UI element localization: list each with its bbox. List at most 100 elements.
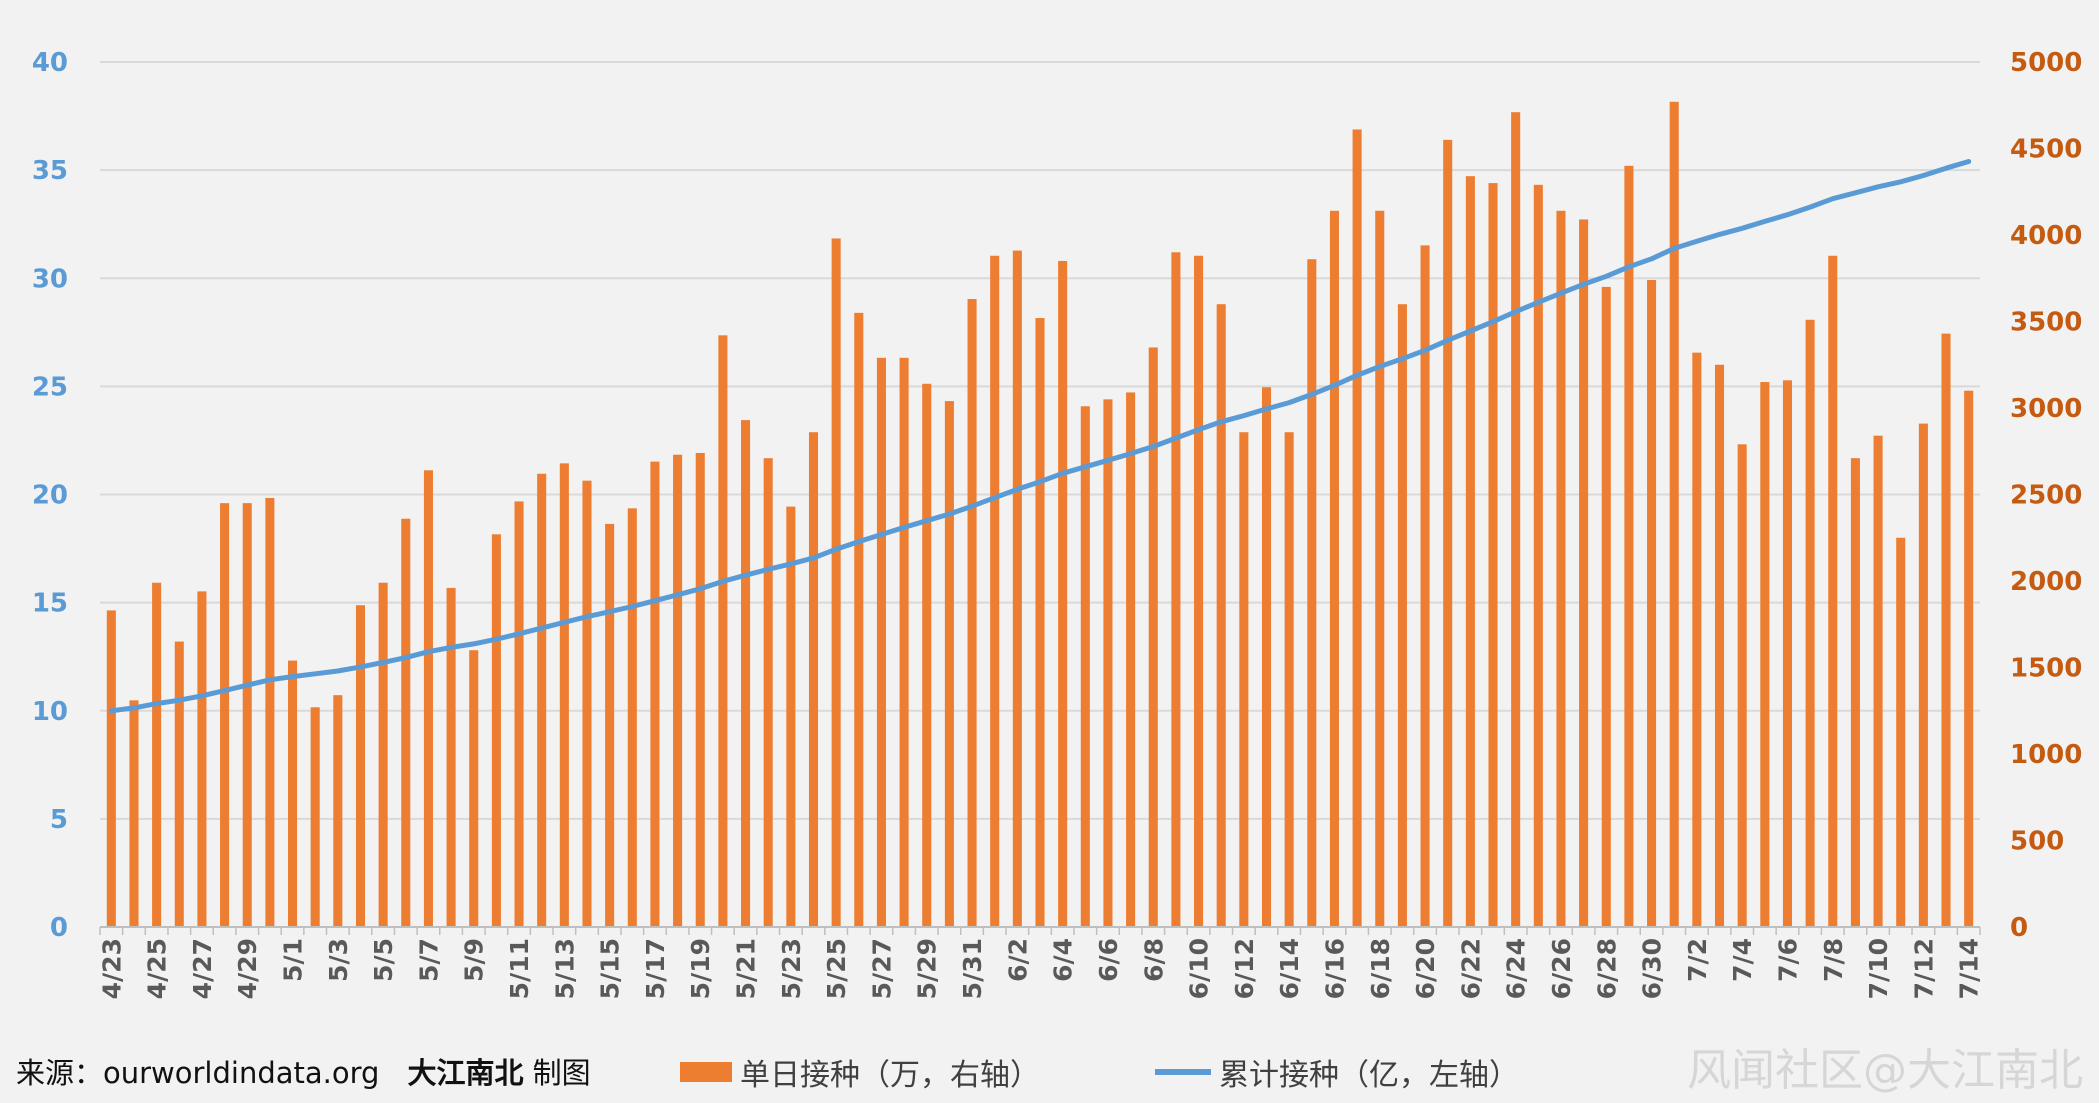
bar [1239,432,1249,927]
x-axis-tick-label: 5/29 [913,938,942,999]
x-axis-tick-label: 6/2 [1003,938,1032,982]
bar [1307,259,1317,928]
bar [1329,210,1339,927]
left-axis-tick-label: 5 [50,805,68,835]
x-axis-tick-label: 5/23 [777,938,806,999]
right-axis-tick-label: 3000 [2010,394,2082,424]
bar [808,432,819,927]
bar [310,707,320,927]
x-axis-tick-label: 5/11 [505,938,534,999]
bar [1465,176,1475,927]
bar [967,299,977,927]
bar [446,587,456,927]
x-axis-tick-label: 6/14 [1275,938,1304,999]
bar [1488,183,1498,928]
bar [718,335,728,928]
bar [106,610,116,927]
bar [695,452,705,927]
bar [1058,260,1068,927]
bar [1035,318,1045,927]
x-axis-tick-label: 5/21 [732,938,761,999]
x-axis-tick-label: 7/2 [1683,938,1712,982]
bar [1873,435,1883,927]
bar [854,312,864,928]
watermark: 风闻社区@大江南北 [1687,1045,2083,1096]
x-axis-tick-label: 7/6 [1773,938,1802,982]
x-axis-tick-label: 5/3 [324,938,353,982]
x-axis-tick-label: 7/10 [1864,938,1893,999]
x-axis-tick-label: 4/27 [188,938,217,999]
legend-line-swatch [1155,1069,1211,1075]
bar [922,383,932,927]
left-axis-tick-label: 40 [32,48,68,78]
bar [1443,139,1453,928]
left-axis-tick-label: 20 [32,481,68,511]
bar [197,591,207,927]
bar [786,506,796,927]
bar [288,660,298,927]
bar [469,650,479,927]
bar [1556,210,1566,927]
x-axis-tick-label: 5/27 [867,938,896,999]
left-axis-tick-label: 0 [50,913,68,943]
bar [378,582,388,927]
x-axis-tick-label: 6/10 [1185,938,1214,999]
x-axis-tick-label: 7/8 [1819,938,1848,982]
bar [605,523,615,927]
bar [1918,423,1928,927]
bar [242,503,252,927]
bar [1692,352,1702,927]
x-axis-tick-label: 5/9 [460,938,489,982]
source-suffix: 制图 [532,1056,591,1090]
x-axis-tick-label: 6/6 [1094,938,1123,982]
axes: 0 5 10 15 20 25 30 35 40 0 500 1000 1500 2000 2500 3000… [32,48,2083,999]
bar [1601,286,1611,927]
bar [1624,165,1634,928]
bar [1148,347,1158,927]
bar [763,458,773,927]
bar [1397,304,1407,927]
x-axis-tick-label: 6/4 [1049,938,1078,982]
legend-line-series: 累计接种（亿，左轴） [1155,1050,1519,1094]
bar [1579,219,1589,927]
bar [537,473,547,927]
x-axis-tick-label: 7/14 [1955,938,1984,999]
bar [1850,458,1860,927]
bar [741,420,751,927]
x-axis-tick-label: 5/5 [369,938,398,982]
bar [1533,184,1543,927]
bar [1669,101,1679,928]
right-axis-tick-label: 0 [2010,913,2028,943]
x-axis-tick-label: 5/25 [822,938,851,999]
bar [1352,129,1362,928]
cumulative-line [108,159,1972,714]
bar [1805,319,1815,927]
legend-bar-series: 单日接种（万，右轴） [680,1050,1040,1094]
bar [944,401,954,928]
bar [559,463,569,927]
x-axis-tick-label: 7/4 [1728,938,1757,982]
bar [401,518,411,927]
bar [1261,387,1272,927]
bar [1760,382,1770,927]
x-axis-tick-label: 6/20 [1411,938,1440,999]
right-axis-tick-label: 3500 [2010,308,2082,338]
right-axis-tick-label: 1500 [2010,654,2082,684]
right-axis-tick-label: 2500 [2010,481,2082,511]
bar [265,497,275,927]
x-axis-tick-label: 6/26 [1547,938,1576,999]
bar [650,461,660,927]
left-axis-tick-label: 15 [32,589,68,619]
x-axis-tick-label: 5/15 [596,938,625,999]
x-axis-tick-label: 6/22 [1456,938,1485,999]
bar [1103,399,1113,928]
bar [1964,390,1974,927]
right-axis-tick-label: 500 [2010,827,2064,857]
x-axis-tick-label: 4/23 [97,938,126,999]
x-axis-tick-label: 4/29 [233,938,262,999]
x-axis-tick-label: 7/12 [1909,938,1938,999]
x-axis-tick-label: 5/31 [958,938,987,999]
legend-bar-label: 单日接种（万，右轴） [740,1058,1040,1093]
bar [582,480,592,927]
